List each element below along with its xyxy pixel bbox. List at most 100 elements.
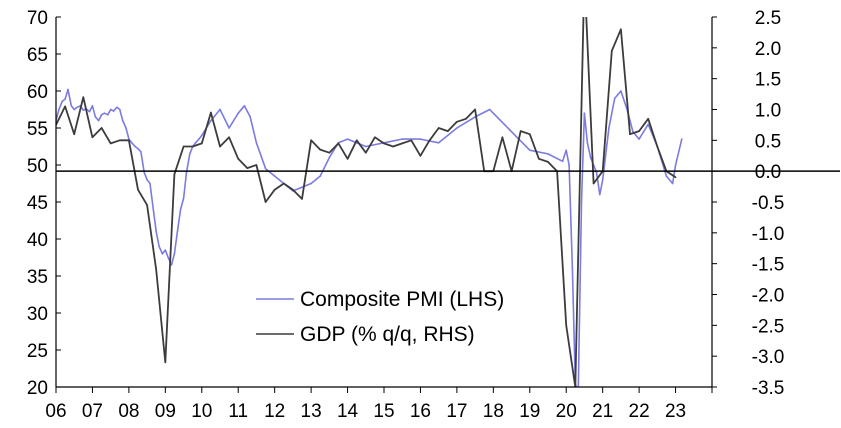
data-point-gdp [611,50,613,52]
data-point-pmi [589,156,592,159]
data-point-pmi [565,149,567,151]
data-point-pmi [580,201,583,203]
data-point-gdp [620,28,622,31]
data-point-pmi [608,127,610,129]
data-point-pmi [67,88,69,91]
data-point-pmi [88,110,91,113]
data-point-pmi [419,138,422,140]
left-tick-label: 65 [27,45,48,66]
data-point-gdp [383,142,385,145]
data-point-gdp [419,155,422,157]
data-point-gdp [346,158,349,160]
data-point-pmi [131,142,133,144]
x-tick-label: 09 [155,401,176,422]
x-tick-label: 15 [373,401,394,422]
data-point-gdp [447,130,449,132]
data-point-gdp [465,118,467,120]
data-point-pmi [173,253,176,255]
data-point-gdp [155,269,157,271]
data-point-pmi [586,142,589,144]
x-tick-label: 13 [301,401,322,422]
data-point-pmi [437,142,440,144]
data-point-pmi [365,145,367,148]
data-point-pmi [488,108,491,111]
x-tick-label: 16 [410,401,431,422]
data-point-gdp [337,142,340,145]
data-point-pmi [103,112,106,114]
left-tick-label: 40 [27,230,48,251]
data-point-pmi [140,150,142,153]
data-point-pmi [116,106,118,109]
data-point-gdp [328,151,331,154]
left-tick-label: 55 [27,119,48,140]
right-tick-label: 0.5 [755,131,781,152]
x-tick-label: 07 [82,401,103,422]
data-point-pmi [182,197,185,200]
data-point-gdp [128,139,130,142]
right-tick-label: -2.0 [752,286,785,307]
legend: Composite PMI (LHS) GDP (% q/q, RHS) [256,288,504,346]
data-point-pmi [273,175,276,177]
data-point-pmi [310,182,312,185]
data-point-pmi [243,105,246,107]
legend-label-pmi: Composite PMI (LHS) [300,288,504,311]
data-point-pmi [161,253,164,255]
data-point-pmi [70,105,73,107]
data-point-pmi [189,153,191,155]
x-tick-label: 08 [118,401,139,422]
data-point-pmi [58,108,60,111]
data-point-gdp [301,198,303,200]
data-point-gdp [64,105,66,108]
data-point-pmi [249,116,251,118]
data-point-gdp [264,201,267,203]
data-point-pmi [595,171,598,174]
data-point-gdp [191,145,194,148]
data-point-gdp [456,121,458,123]
data-point-pmi [176,230,179,233]
x-tick-label: 06 [45,401,66,422]
x-tick-label: 12 [264,401,285,422]
data-point-pmi [301,186,303,188]
axes: 20 25 30 35 40 45 50 55 60 65 70 -3.5 -3.0 -2.5 -2.0 -1… [27,8,840,422]
data-point-gdp [228,136,230,139]
data-point-gdp [519,130,522,132]
data-point-pmi [547,153,549,155]
data-point-gdp [255,164,258,166]
x-tick-label: 20 [556,401,577,422]
data-point-pmi [76,106,78,109]
data-point-gdp [401,142,404,145]
data-point-pmi [155,230,157,233]
left-tick-label: 25 [27,341,48,362]
data-point-gdp [109,142,112,145]
data-point-pmi [146,179,148,181]
data-point-pmi [125,127,127,129]
data-point-pmi [97,119,100,122]
data-point-pmi [112,110,115,112]
data-point-pmi [201,134,203,137]
data-point-pmi [164,249,167,251]
data-point-pmi [82,109,85,111]
data-point-gdp [547,161,549,163]
right-tick-label: -1.0 [752,224,785,245]
data-point-pmi [167,256,169,259]
data-point-gdp [100,127,103,129]
data-point-gdp [82,96,85,98]
data-point-gdp [538,158,540,160]
data-point-pmi [346,138,349,140]
data-point-pmi [143,171,145,174]
data-point-gdp [355,139,358,142]
data-point-pmi [529,149,531,151]
data-point-gdp [119,139,121,142]
left-tick-label: 60 [27,82,48,103]
data-point-pmi [620,90,622,92]
data-point-gdp [656,145,659,148]
data-point-gdp [201,142,203,145]
data-point-pmi [219,108,221,111]
series-line-pmi [56,88,683,387]
data-point-pmi [134,145,136,148]
data-point-pmi [319,175,322,177]
right-tick-label: -3.5 [752,378,785,399]
data-point-pmi [665,175,668,177]
data-point-pmi [149,182,151,185]
data-point-pmi [152,208,155,211]
